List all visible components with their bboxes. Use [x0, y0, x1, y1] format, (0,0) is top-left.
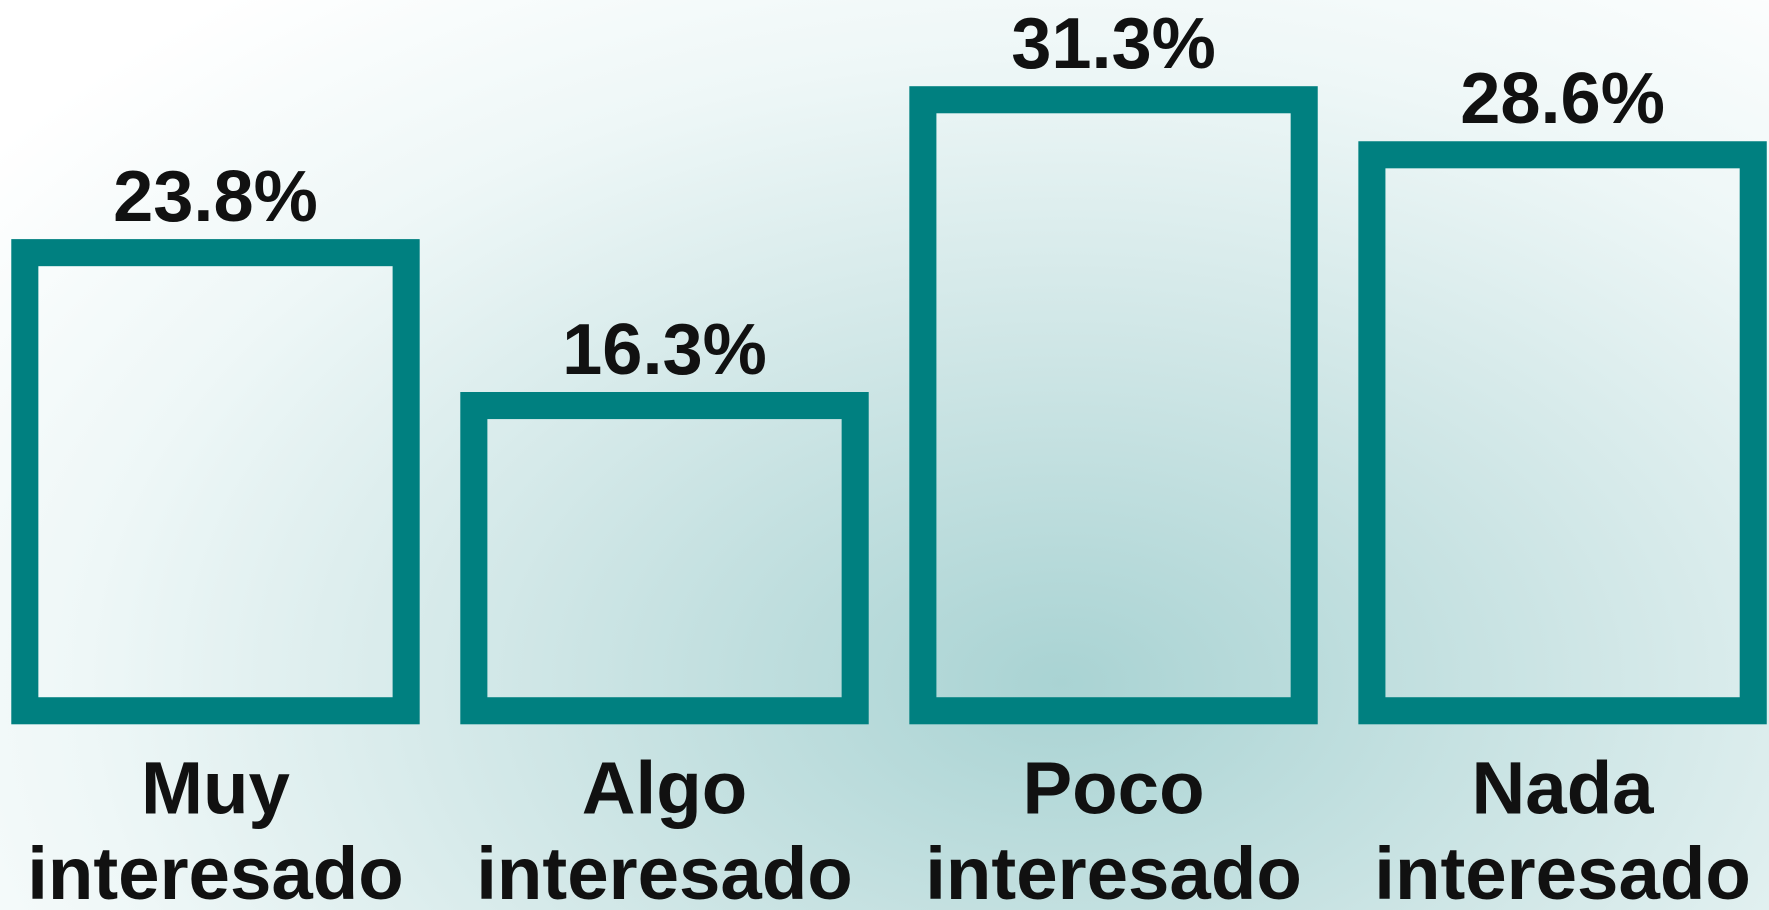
- value-label: 16.3%: [562, 310, 767, 390]
- category-label: Algo interesado: [476, 745, 853, 910]
- value-label: 23.8%: [113, 157, 318, 237]
- bar: [1358, 141, 1767, 725]
- bar: [909, 86, 1318, 725]
- category-label: Poco interesado: [925, 745, 1302, 910]
- category-label: Muy interesado: [27, 745, 404, 910]
- bar: [11, 239, 420, 725]
- category-label: Nada interesado: [1374, 745, 1751, 910]
- bar: [460, 392, 869, 725]
- value-label: 28.6%: [1460, 59, 1665, 139]
- value-label: 31.3%: [1011, 4, 1216, 84]
